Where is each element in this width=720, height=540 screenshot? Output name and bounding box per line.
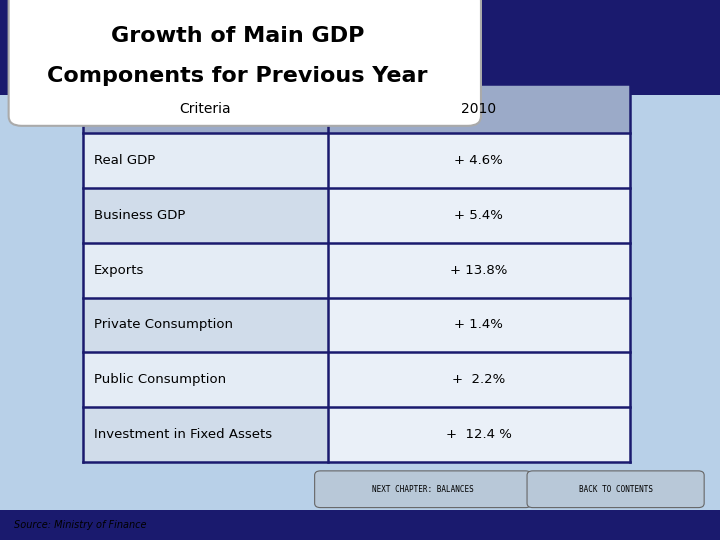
Text: BACK TO CONTENTS: BACK TO CONTENTS [579,485,652,494]
Bar [83,352,328,407]
FancyBboxPatch shape [315,471,531,508]
Bar [328,352,630,407]
Text: + 13.8%: + 13.8% [450,264,508,276]
Bar [328,243,630,298]
Text: Components for Previous Year: Components for Previous Year [48,66,428,86]
Bar [0,510,720,540]
Bar [83,298,328,352]
Bar [83,84,630,133]
Text: 2010: 2010 [462,102,496,116]
FancyBboxPatch shape [9,0,481,126]
Bar [83,243,328,298]
Text: Exports: Exports [94,264,144,276]
Bar [83,133,328,188]
Text: Source: Ministry of Finance: Source: Ministry of Finance [14,520,147,530]
Bar [0,0,720,94]
Text: Investment in Fixed Assets: Investment in Fixed Assets [94,428,271,441]
Text: Business GDP: Business GDP [94,209,185,222]
Text: + 5.4%: + 5.4% [454,209,503,222]
Bar [328,298,630,352]
Bar [328,133,630,188]
Text: +  2.2%: + 2.2% [452,373,505,386]
Text: +  12.4 %: + 12.4 % [446,428,512,441]
Bar [328,407,630,462]
Text: + 4.6%: + 4.6% [454,154,503,167]
FancyBboxPatch shape [527,471,704,508]
Bar [83,188,328,243]
Text: + 1.4%: + 1.4% [454,319,503,332]
Text: Public Consumption: Public Consumption [94,373,226,386]
Text: Criteria: Criteria [179,102,231,116]
Bar [83,407,328,462]
Text: NEXT CHAPTER: BALANCES: NEXT CHAPTER: BALANCES [372,485,474,494]
Text: Real GDP: Real GDP [94,154,155,167]
Bar [328,188,630,243]
Text: Growth of Main GDP: Growth of Main GDP [111,26,364,46]
Text: Private Consumption: Private Consumption [94,319,233,332]
